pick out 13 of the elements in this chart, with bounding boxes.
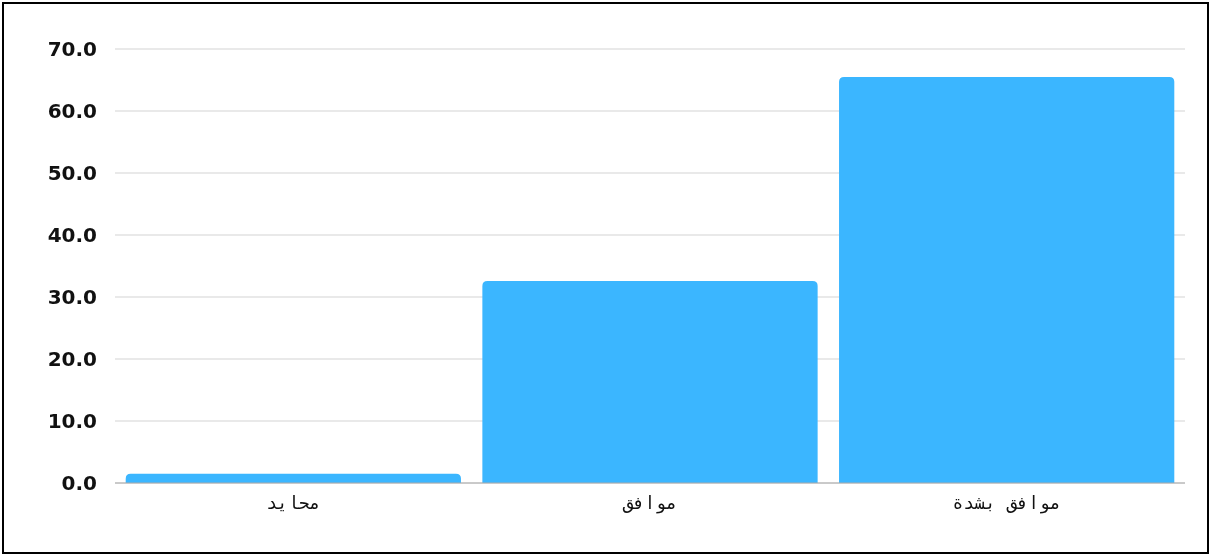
x-tick-label: محايد bbox=[266, 492, 321, 513]
y-tick-label: 0.0 bbox=[61, 471, 97, 495]
bar bbox=[839, 76, 1175, 483]
x-tick-label: موافق بشدة bbox=[952, 492, 1061, 514]
y-tick-label: 70.0 bbox=[47, 37, 97, 61]
y-tick-label: 30.0 bbox=[47, 285, 97, 309]
y-tick-label: 20.0 bbox=[47, 347, 97, 371]
y-tick-label: 50.0 bbox=[47, 161, 97, 185]
bar bbox=[482, 280, 818, 483]
y-tick-label: 60.0 bbox=[47, 99, 97, 123]
y-tick-label: 40.0 bbox=[47, 223, 97, 247]
x-tick-label: موافق bbox=[621, 492, 678, 514]
y-tick-label: 10.0 bbox=[47, 409, 97, 433]
